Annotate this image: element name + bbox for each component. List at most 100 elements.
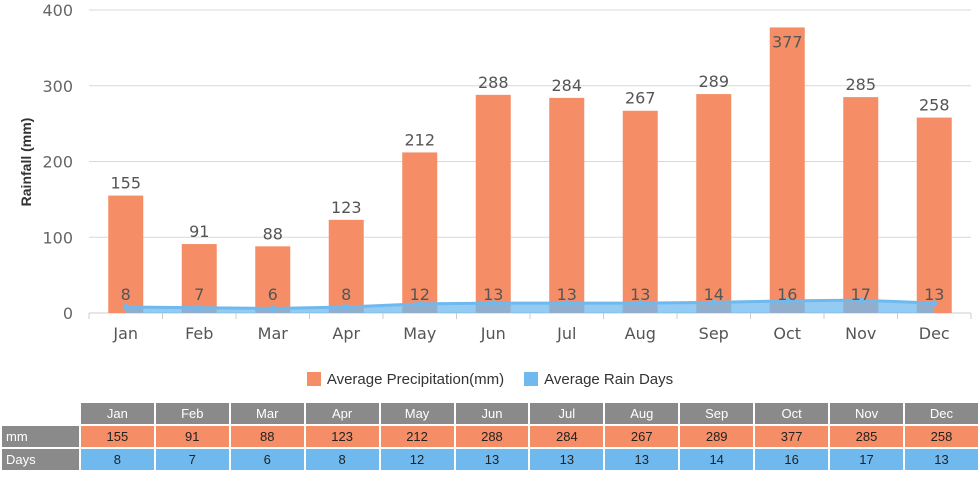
data-label-rain-days: 14 xyxy=(704,285,724,304)
table-row-days: Days 8 7 6 8 12 13 13 13 14 16 17 13 xyxy=(2,449,978,470)
bar-precipitation xyxy=(916,117,952,313)
point-rain-days xyxy=(269,305,276,312)
table-header-month: Aug xyxy=(605,403,679,424)
chart-legend: Average Precipitation(mm) Average Rain D… xyxy=(0,367,980,391)
point-rain-days xyxy=(196,304,203,311)
table-header-month: Nov xyxy=(830,403,903,424)
table-cell-mm: 88 xyxy=(230,426,304,447)
row-label-mm: mm xyxy=(2,426,79,447)
table-cell-mm: 288 xyxy=(455,426,529,447)
x-tick-label: May xyxy=(403,324,436,343)
data-label-precipitation: 88 xyxy=(263,224,283,243)
table-cell-mm: 91 xyxy=(155,426,229,447)
data-label-rain-days: 13 xyxy=(557,285,577,304)
x-tick-label: Feb xyxy=(185,324,213,343)
data-label-precipitation: 288 xyxy=(478,73,509,92)
data-label-precipitation: 267 xyxy=(625,89,656,108)
data-label-rain-days: 16 xyxy=(777,285,797,304)
data-label-rain-days: 7 xyxy=(194,285,204,304)
data-label-precipitation: 155 xyxy=(110,174,141,193)
table-header-month: Dec xyxy=(904,403,978,424)
bar-precipitation xyxy=(255,246,291,313)
legend-item-precipitation[interactable]: Average Precipitation(mm) xyxy=(306,370,505,388)
data-label-precipitation: 284 xyxy=(551,76,582,95)
table-cell-mm: 284 xyxy=(530,426,604,447)
table-cell-days: 6 xyxy=(230,449,304,470)
legend-swatch-rain-days xyxy=(524,372,539,386)
data-label-rain-days: 8 xyxy=(121,285,131,304)
legend-label-rain-days: Average Rain Days xyxy=(544,370,674,388)
legend-item-rain-days[interactable]: Average Rain Days xyxy=(524,371,673,388)
bar-precipitation xyxy=(475,94,511,313)
table-header-month: Sep xyxy=(680,403,754,424)
table-header-month: May xyxy=(380,403,454,424)
y-axis-title: Rainfall (mm) xyxy=(18,118,34,207)
data-label-rain-days: 13 xyxy=(483,285,503,304)
bar-precipitation xyxy=(181,244,217,313)
x-tick-label: Jul xyxy=(556,324,576,343)
table-header-month: Apr xyxy=(305,403,379,424)
table-header-month: Oct xyxy=(755,403,829,424)
bar-precipitation xyxy=(549,97,585,314)
table-cell-mm: 155 xyxy=(80,426,154,447)
table-cell-days: 12 xyxy=(380,449,454,470)
table-header-month: Jun xyxy=(455,403,529,424)
table-corner xyxy=(2,403,79,424)
table-cell-days: 17 xyxy=(830,449,903,470)
data-label-rain-days: 12 xyxy=(410,285,430,304)
x-tick-label: Sep xyxy=(699,324,729,343)
point-rain-days xyxy=(343,303,350,310)
point-rain-days xyxy=(857,297,864,304)
data-label-rain-days: 6 xyxy=(268,285,278,304)
data-label-precipitation: 123 xyxy=(331,198,362,217)
table-cell-mm: 123 xyxy=(305,426,379,447)
line-rain-days xyxy=(125,298,935,310)
data-label-precipitation: 377 xyxy=(772,32,803,51)
table-header-row: Jan Feb Mar Apr May Jun Jul Aug Sep Oct Nov Dec xyxy=(2,403,978,424)
table-cell-mm: 289 xyxy=(680,426,754,447)
x-tick-label: Jan xyxy=(112,324,138,343)
point-rain-days xyxy=(784,297,791,304)
x-tick-label: Nov xyxy=(845,324,876,343)
x-tick-label: Oct xyxy=(773,324,801,343)
table-cell-mm: 258 xyxy=(904,426,978,447)
bar-precipitation xyxy=(108,195,144,313)
table-cell-days: 13 xyxy=(530,449,604,470)
data-label-rain-days: 13 xyxy=(630,285,650,304)
y-tick-label: 100 xyxy=(42,228,73,247)
table-header-month: Jul xyxy=(530,403,604,424)
table-header-month: Feb xyxy=(155,403,229,424)
table-cell-days: 8 xyxy=(305,449,379,470)
point-rain-days xyxy=(637,300,644,307)
data-label-rain-days: 17 xyxy=(851,285,871,304)
bar-precipitation xyxy=(402,152,438,313)
bar-precipitation xyxy=(843,97,879,313)
table-cell-days: 13 xyxy=(904,449,978,470)
legend-swatch-precipitation xyxy=(306,372,321,386)
data-label-precipitation: 289 xyxy=(698,72,729,91)
table-cell-days: 13 xyxy=(605,449,679,470)
y-tick-label: 300 xyxy=(42,77,73,96)
legend-label-precipitation: Average Precipitation(mm) xyxy=(326,370,505,388)
data-label-precipitation: 91 xyxy=(189,222,209,241)
table-cell-mm: 212 xyxy=(380,426,454,447)
table-cell-mm: 377 xyxy=(755,426,829,447)
table-header-month: Mar xyxy=(230,403,304,424)
x-tick-label: Mar xyxy=(258,324,289,343)
data-label-precipitation: 212 xyxy=(404,130,435,149)
point-rain-days xyxy=(931,300,938,307)
point-rain-days xyxy=(122,303,129,310)
point-rain-days xyxy=(563,300,570,307)
table-header-month: Jan xyxy=(80,403,154,424)
point-rain-days xyxy=(416,300,423,307)
bar-precipitation xyxy=(328,219,364,313)
bar-precipitation xyxy=(622,110,658,313)
table-cell-days: 14 xyxy=(680,449,754,470)
y-tick-label: 400 xyxy=(42,1,73,20)
point-rain-days xyxy=(710,299,717,306)
x-tick-label: Dec xyxy=(919,324,950,343)
bar-precipitation xyxy=(696,94,732,314)
data-label-rain-days: 13 xyxy=(924,285,944,304)
y-tick-label: 0 xyxy=(63,304,73,323)
